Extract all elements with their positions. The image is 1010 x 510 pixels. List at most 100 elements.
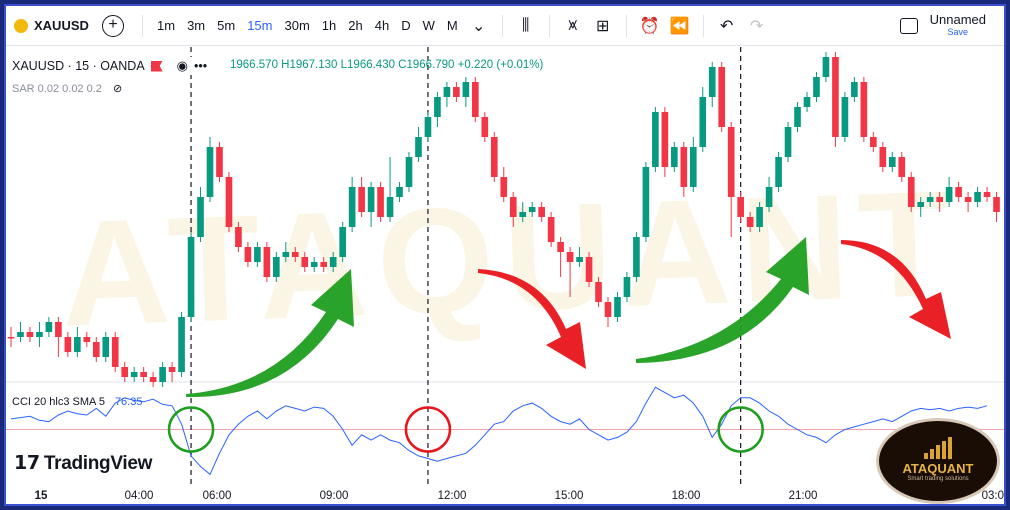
interval-4h[interactable]: 4h <box>374 18 390 33</box>
candle-body <box>405 157 413 187</box>
time-tick-label: 15 <box>34 490 48 502</box>
cci-label: CCI 20 hlc3 SMA 5 <box>12 396 105 408</box>
candle-body <box>832 57 839 137</box>
candle-body <box>699 97 707 147</box>
candle-body <box>225 177 233 227</box>
layout-name-label: Unnamed <box>929 12 986 27</box>
candle-body <box>794 107 801 127</box>
candle-body <box>348 187 356 227</box>
interval-list: 1m 3m 5m 15m 30m 1h 2h 4h D W M <box>151 6 464 46</box>
candle-body <box>519 212 527 217</box>
eye-icon[interactable]: ◉ <box>176 58 189 73</box>
candle-body <box>121 367 129 377</box>
candle-body <box>396 187 403 197</box>
candle-body <box>159 367 166 382</box>
candle-body <box>680 147 688 187</box>
candle-body <box>273 257 280 277</box>
candle-body <box>102 337 110 357</box>
interval-M[interactable]: M <box>446 18 458 33</box>
candle-body <box>358 187 365 212</box>
interval-D[interactable]: D <box>401 18 411 33</box>
layout-grid-icon[interactable]: ⊞ <box>596 17 610 35</box>
flag-icon[interactable] <box>150 60 163 72</box>
candle-body <box>168 367 176 372</box>
buy-signal-circle <box>167 406 215 453</box>
candle-body <box>822 57 830 77</box>
candle-body <box>538 207 545 217</box>
interval-W[interactable]: W <box>422 18 435 33</box>
candle-body <box>689 147 697 187</box>
time-tick-label: 15:00 <box>554 490 584 502</box>
candle-body <box>453 87 460 97</box>
more-options-icon[interactable]: ••• <box>194 59 208 73</box>
replay-icon[interactable]: ⏪ <box>669 17 690 35</box>
candle-body <box>642 167 650 237</box>
compare-add-icon[interactable]: + <box>102 14 124 37</box>
candle-body <box>547 217 555 242</box>
candle-body <box>509 197 517 217</box>
save-label[interactable]: Save <box>947 27 969 37</box>
indicators-icon[interactable]: ⩙ <box>568 16 578 34</box>
symbol-search-button[interactable]: XAUUSD <box>6 6 96 46</box>
redo-icon[interactable]: ↷ <box>750 17 764 35</box>
interval-5m[interactable]: 5m <box>217 18 236 33</box>
interval-3m[interactable]: 3m <box>187 18 206 33</box>
interval-15m[interactable]: 15m <box>247 18 273 33</box>
interval-dropdown-chevron-icon[interactable]: ⌄ <box>472 17 486 35</box>
candles-type-icon[interactable]: ⫼ <box>522 16 530 34</box>
time-tick-label: 03:00 <box>981 490 1004 502</box>
candle-body <box>481 117 489 137</box>
candle-body <box>282 252 290 257</box>
interval-30m[interactable]: 30m <box>284 18 310 33</box>
sar-label: SAR 0.02 0.02 0.2 <box>12 83 102 95</box>
tradingview-brand[interactable]: 𝟭𝟳 TradingView <box>14 452 152 475</box>
candle-body <box>92 342 100 357</box>
candle-body <box>879 147 887 167</box>
candle-body <box>765 187 773 207</box>
time-tick-label: 06:00 <box>202 490 232 502</box>
hide-eye-icon[interactable]: ⊘ <box>112 83 123 95</box>
time-axis[interactable]: 15 04:00 06:00 09:00 12:00 15:00 18:00 21:00 03:… <box>6 486 1004 504</box>
layout-square-icon[interactable] <box>900 18 918 34</box>
candle-body <box>206 147 214 197</box>
interval-1h[interactable]: 1h <box>321 18 337 33</box>
candle-body <box>633 237 640 277</box>
candle-body <box>472 82 479 117</box>
candle-body <box>64 337 72 352</box>
candle-body <box>130 372 138 377</box>
candle-body <box>415 137 422 157</box>
layout-name-button[interactable]: Unnamed Save <box>930 12 986 37</box>
down-arrow-icon <box>841 240 951 339</box>
candle-body <box>26 332 34 337</box>
candle-body <box>803 97 811 107</box>
alert-clock-icon[interactable]: ⏰ <box>639 17 660 35</box>
candle-body <box>784 127 792 157</box>
candle-body <box>841 97 849 137</box>
up-arrow-icon <box>636 237 809 363</box>
time-tick-label: 12:00 <box>437 490 467 502</box>
interval-1m[interactable]: 1m <box>157 18 176 33</box>
candle-body <box>993 197 1000 212</box>
cci-value: 76.35 <box>114 396 143 408</box>
cci-legend: CCI 20 hlc3 SMA 5 76.35 <box>12 396 142 408</box>
candle-body <box>652 112 659 167</box>
undo-icon[interactable]: ↶ <box>720 17 734 35</box>
candle-body <box>377 187 384 217</box>
chart-area[interactable]: ATAQUANT XAUUSD · 15 · OANDA ◉ ••• 1966.… <box>6 47 1004 487</box>
symbol-label: XAUUSD <box>34 18 89 33</box>
candle-body <box>339 227 346 257</box>
candle-body <box>860 82 868 137</box>
toolbar-divider <box>548 14 550 37</box>
interval-2h[interactable]: 2h <box>348 18 363 33</box>
badge-name: ATAQUANT <box>902 461 974 476</box>
toolbar-divider <box>142 14 143 37</box>
cci-line <box>10 386 988 476</box>
candle-body <box>187 237 195 317</box>
candle-body <box>595 282 602 302</box>
candle-body <box>888 157 896 167</box>
candle-body <box>576 257 583 262</box>
candle-body <box>813 77 820 97</box>
down-arrow-icon <box>478 269 586 369</box>
tradingview-logo-icon: 𝟭𝟳 <box>14 453 40 474</box>
bar-chart-icon <box>879 437 997 459</box>
